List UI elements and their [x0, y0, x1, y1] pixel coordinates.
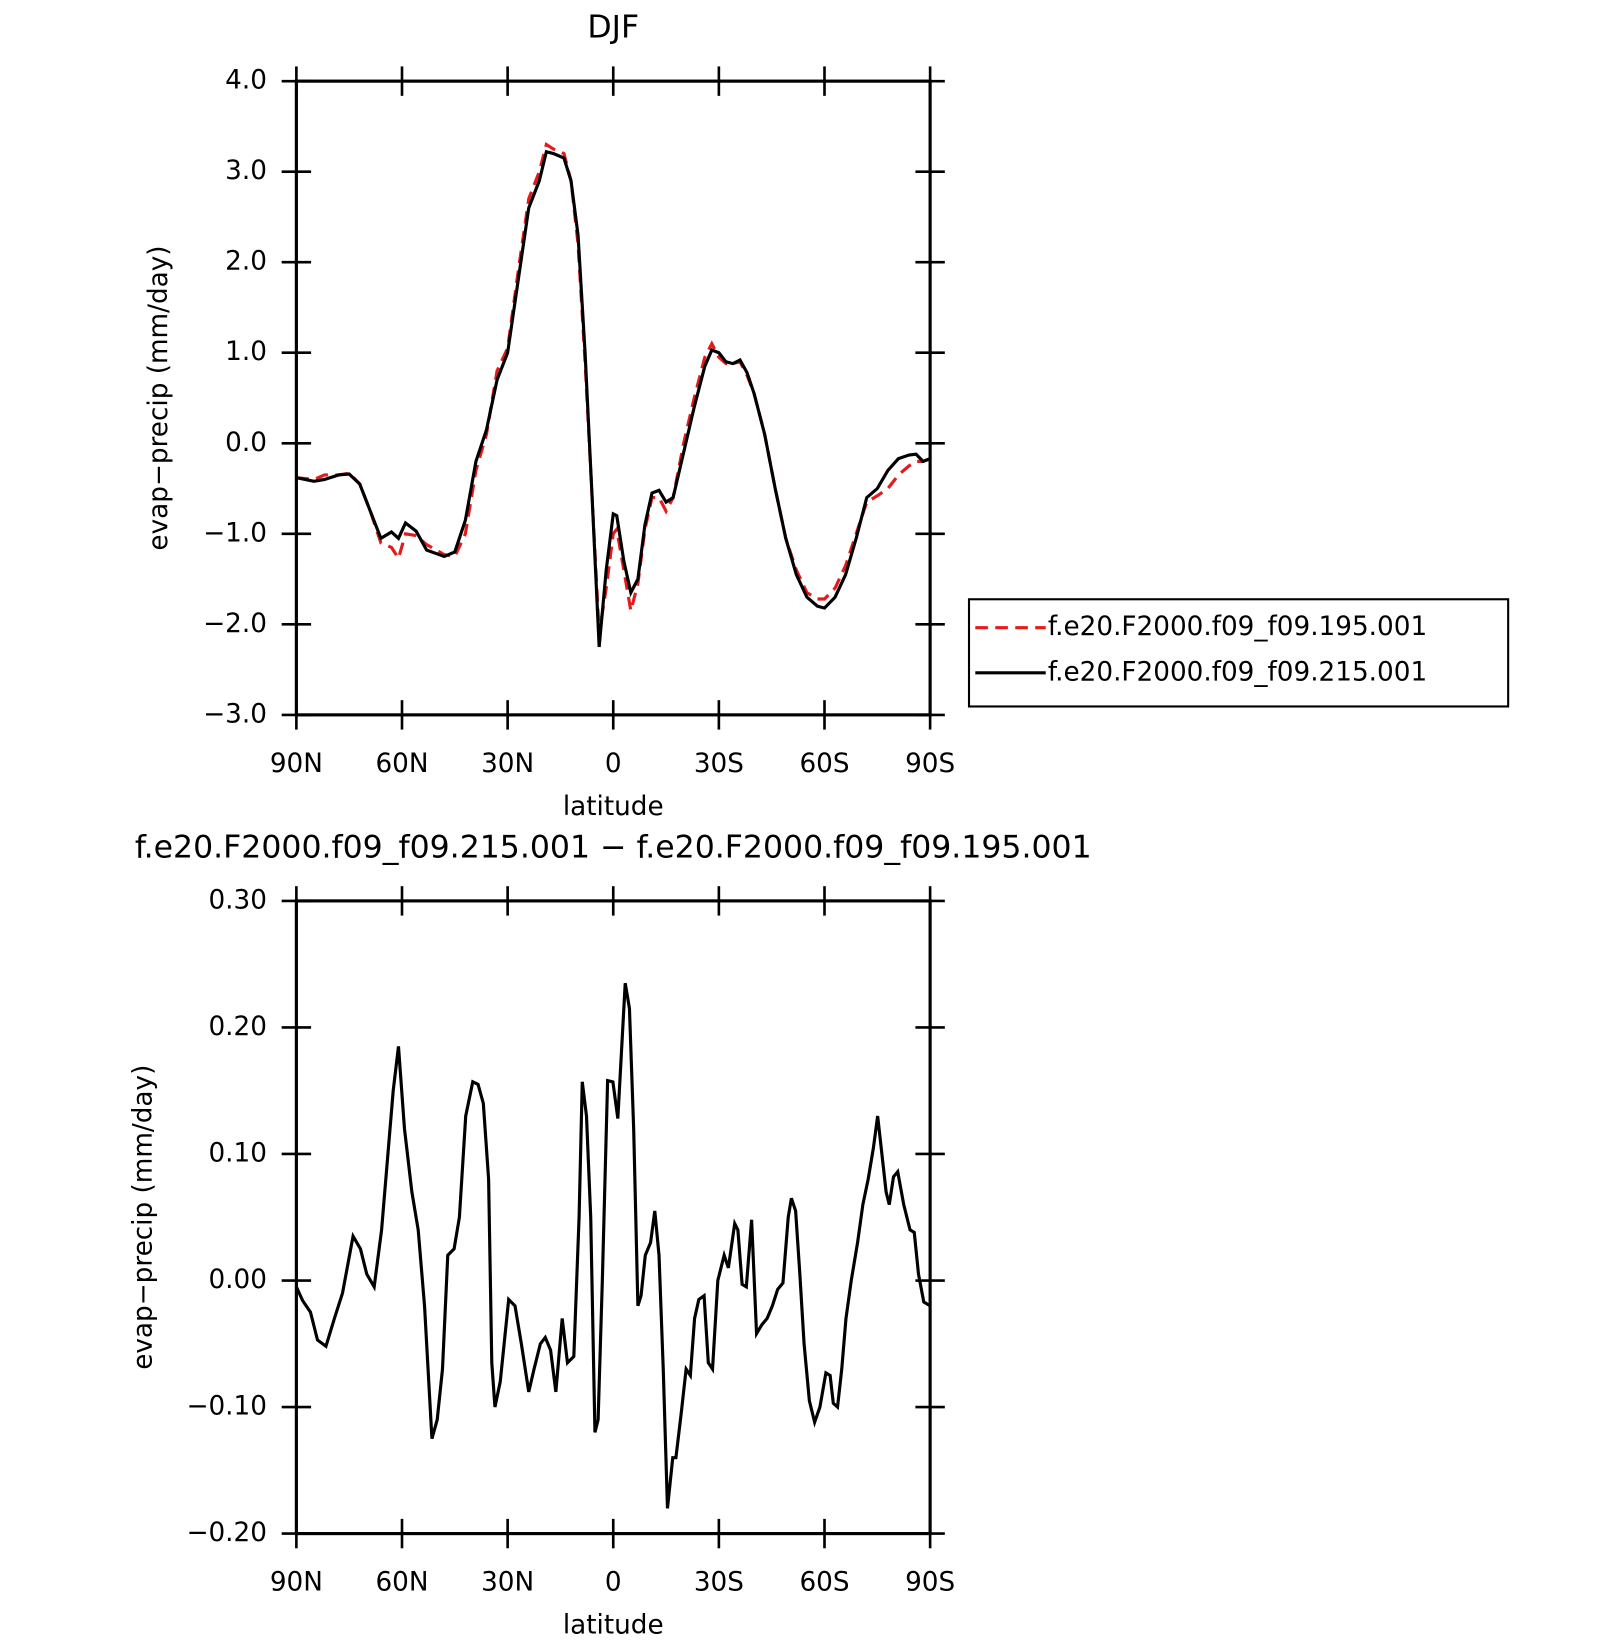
legend-label: f.e20.F2000.f09_f09.195.001: [1048, 612, 1427, 642]
y-axis-label: evap−precip (mm/day): [128, 1065, 158, 1370]
y-tick-label: 0.30: [208, 885, 266, 915]
y-axis-label: evap−precip (mm/day): [144, 245, 174, 550]
x-tick-label: 90S: [905, 749, 955, 779]
x-tick-label: 30S: [694, 1567, 744, 1597]
x-tick-label: 30N: [481, 1567, 534, 1597]
x-axis-label: latitude: [563, 1611, 664, 1641]
y-tick-label: 3.0: [225, 156, 267, 186]
x-tick-label: 90N: [270, 1567, 323, 1597]
y-tick-label: 0.20: [208, 1012, 266, 1042]
y-tick-label: 4.0: [225, 66, 267, 96]
x-tick-label: 0: [605, 749, 622, 779]
y-tick-label: −3.0: [203, 699, 267, 729]
x-tick-label: 60N: [375, 1567, 428, 1597]
x-tick-label: 30S: [694, 749, 744, 779]
y-tick-label: −2.0: [203, 609, 267, 639]
x-tick-label: 60S: [799, 1567, 849, 1597]
y-tick-label: 1.0: [225, 337, 267, 367]
legend-label: f.e20.F2000.f09_f09.215.001: [1048, 657, 1427, 687]
chart-title: DJF: [587, 10, 639, 46]
y-tick-label: 0.00: [208, 1265, 266, 1295]
x-tick-label: 60S: [799, 749, 849, 779]
chart-title: f.e20.F2000.f09_f09.215.001 − f.e20.F200…: [135, 829, 1092, 865]
y-tick-label: 0.0: [225, 428, 267, 458]
x-tick-label: 90S: [905, 1567, 955, 1597]
panel: f.e20.F2000.f09_f09.215.001 − f.e20.F200…: [128, 829, 1091, 1640]
panel: DJF latitude evap−precip (mm/day) −3.0 −2.0 −…: [144, 10, 955, 822]
series-line: [296, 142, 931, 634]
x-tick-label: 30N: [481, 749, 534, 779]
series-line: [294, 982, 931, 1509]
y-tick-label: −1.0: [203, 518, 267, 548]
plot-frame: [294, 899, 932, 1536]
y-tick-label: 0.10: [208, 1138, 266, 1168]
x-tick-label: 60N: [375, 749, 428, 779]
x-tick-label: 90N: [270, 749, 323, 779]
y-tick-label: −0.20: [186, 1518, 266, 1548]
legend-box: [967, 598, 1510, 708]
y-tick-label: 2.0: [225, 247, 267, 277]
x-axis-label: latitude: [563, 792, 664, 822]
legend: f.e20.F2000.f09_f09.195.001 f.e20.F2000.f…: [967, 598, 1510, 708]
x-tick-label: 0: [605, 1567, 622, 1597]
y-tick-label: −0.10: [186, 1392, 266, 1422]
plot-frame: [294, 79, 932, 717]
series-line: [296, 149, 931, 648]
